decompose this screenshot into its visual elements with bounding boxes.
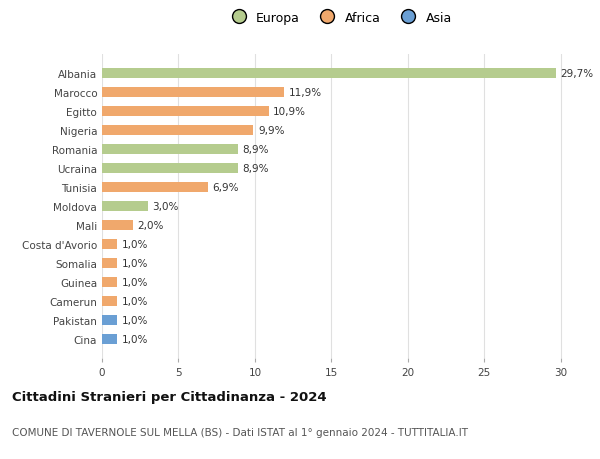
Text: 1,0%: 1,0% [122,240,148,249]
Text: Cittadini Stranieri per Cittadinanza - 2024: Cittadini Stranieri per Cittadinanza - 2… [12,390,326,403]
Bar [102,88,284,98]
Text: 2,0%: 2,0% [137,220,164,230]
Text: COMUNE DI TAVERNOLE SUL MELLA (BS) - Dati ISTAT al 1° gennaio 2024 - TUTTITALIA.: COMUNE DI TAVERNOLE SUL MELLA (BS) - Dat… [12,427,468,437]
Legend: Europa, Africa, Asia: Europa, Africa, Asia [221,7,457,30]
Text: 29,7%: 29,7% [561,69,594,79]
Text: 1,0%: 1,0% [122,315,148,325]
Bar [102,163,238,174]
Text: 1,0%: 1,0% [122,258,148,269]
Bar [102,258,117,269]
Text: 3,0%: 3,0% [152,202,179,212]
Bar [102,202,148,212]
Text: 1,0%: 1,0% [122,334,148,344]
Text: 10,9%: 10,9% [273,107,306,117]
Bar [102,106,269,117]
Bar [102,220,133,231]
Text: 11,9%: 11,9% [289,88,322,98]
Bar [102,126,253,136]
Bar [102,296,117,307]
Text: 1,0%: 1,0% [122,296,148,306]
Bar [102,69,556,79]
Bar [102,315,117,325]
Text: 1,0%: 1,0% [122,277,148,287]
Bar [102,182,208,193]
Bar [102,277,117,287]
Text: 9,9%: 9,9% [258,126,284,136]
Text: 8,9%: 8,9% [242,145,269,155]
Text: 8,9%: 8,9% [242,164,269,174]
Bar [102,145,238,155]
Bar [102,239,117,250]
Bar [102,334,117,344]
Text: 6,9%: 6,9% [212,183,239,193]
